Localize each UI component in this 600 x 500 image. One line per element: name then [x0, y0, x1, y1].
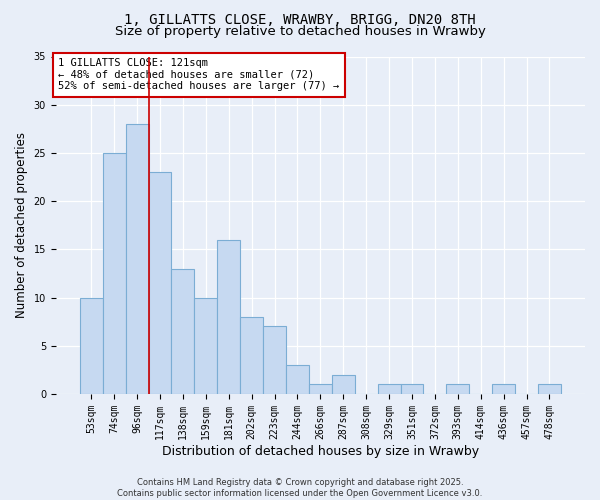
X-axis label: Distribution of detached houses by size in Wrawby: Distribution of detached houses by size … — [162, 444, 479, 458]
Bar — [172, 268, 194, 394]
Bar — [80, 298, 103, 394]
Bar — [149, 172, 172, 394]
Bar — [309, 384, 332, 394]
Y-axis label: Number of detached properties: Number of detached properties — [15, 132, 28, 318]
Text: Size of property relative to detached houses in Wrawby: Size of property relative to detached ho… — [115, 25, 485, 38]
Text: 1, GILLATTS CLOSE, WRAWBY, BRIGG, DN20 8TH: 1, GILLATTS CLOSE, WRAWBY, BRIGG, DN20 8… — [124, 12, 476, 26]
Bar — [332, 374, 355, 394]
Bar — [492, 384, 515, 394]
Bar — [446, 384, 469, 394]
Bar — [125, 124, 149, 394]
Bar — [240, 317, 263, 394]
Bar — [401, 384, 424, 394]
Bar — [263, 326, 286, 394]
Bar — [377, 384, 401, 394]
Text: 1 GILLATTS CLOSE: 121sqm
← 48% of detached houses are smaller (72)
52% of semi-d: 1 GILLATTS CLOSE: 121sqm ← 48% of detach… — [58, 58, 340, 92]
Bar — [217, 240, 240, 394]
Bar — [194, 298, 217, 394]
Bar — [538, 384, 561, 394]
Bar — [103, 153, 125, 394]
Text: Contains HM Land Registry data © Crown copyright and database right 2025.
Contai: Contains HM Land Registry data © Crown c… — [118, 478, 482, 498]
Bar — [286, 365, 309, 394]
